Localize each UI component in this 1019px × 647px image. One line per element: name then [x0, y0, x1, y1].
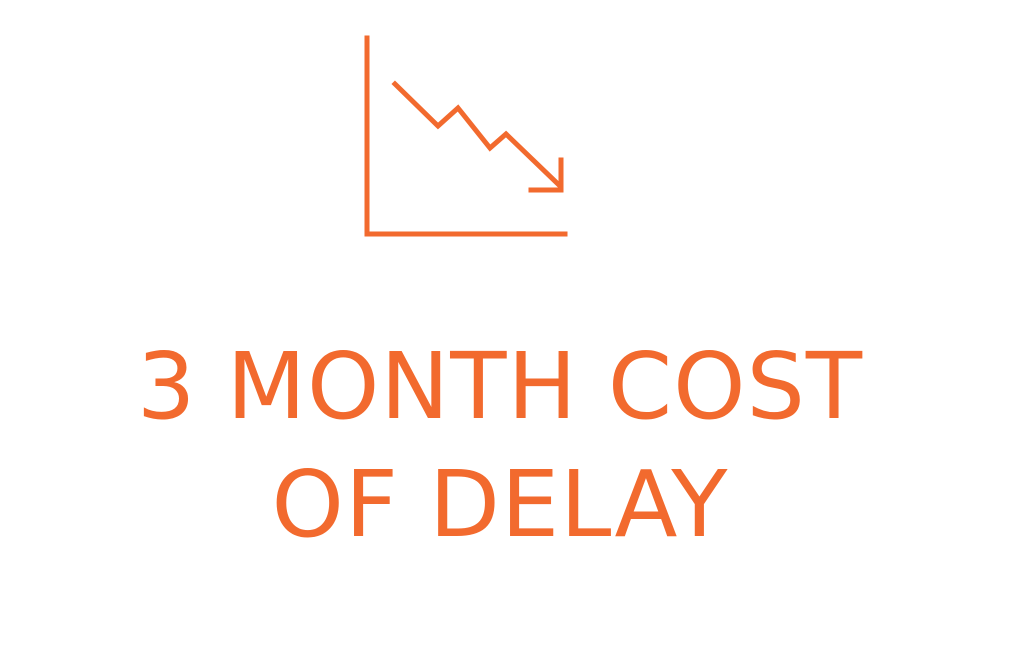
declining-chart-icon — [360, 34, 570, 240]
title-line-2: OF DELAY — [271, 451, 729, 558]
title-line-1: 3 MONTH COST — [136, 333, 864, 440]
arrow-head — [528, 157, 564, 193]
chart-axes — [364, 35, 568, 237]
declining-chart-icon-graphic — [364, 35, 568, 237]
page-title: 3 MONTH COST OF DELAY — [0, 328, 1000, 564]
trend-line — [391, 80, 564, 190]
